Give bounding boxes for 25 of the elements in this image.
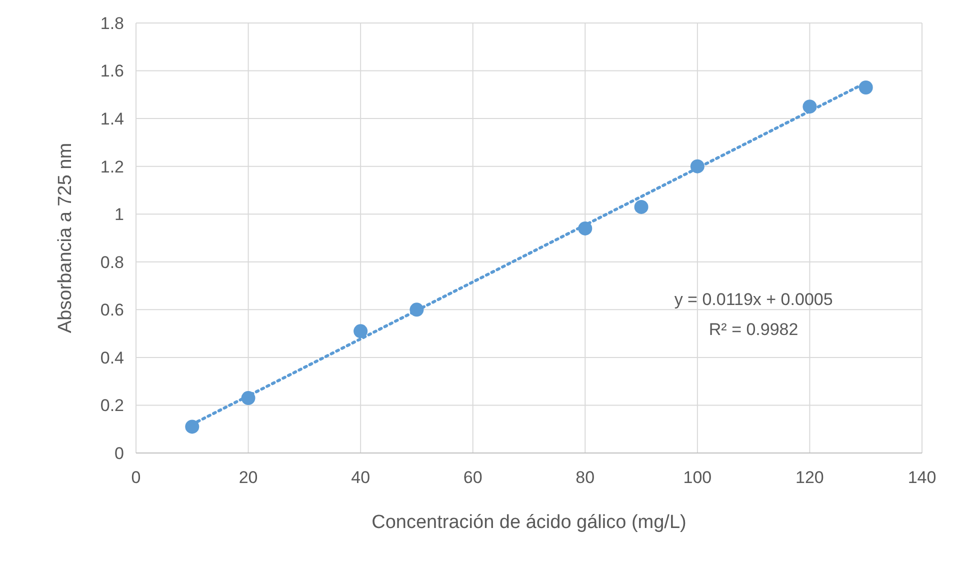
y-tick-label: 1.2 — [100, 157, 124, 176]
y-tick-label: 1 — [114, 205, 124, 224]
x-tick-label: 0 — [131, 468, 141, 487]
point — [354, 324, 368, 338]
point — [634, 200, 648, 214]
point — [858, 80, 873, 94]
x-tick-label: 20 — [238, 468, 258, 487]
x-tick-label: 40 — [351, 468, 370, 487]
y-axis-title: Absorbancia a 725 nm — [55, 142, 76, 334]
y-tick-label: 1.4 — [100, 110, 124, 129]
x-tick-label: 100 — [683, 468, 712, 487]
x-tick-label: 80 — [576, 468, 595, 487]
y-tick-label: 0.2 — [100, 396, 124, 416]
y-tick-label: 0.4 — [100, 348, 124, 368]
annotation: y = 0.0119x + 0.0005 — [674, 290, 833, 309]
y-tick-label: 1.8 — [100, 14, 124, 33]
x-axis-title: Concentración de ácido gálico (mg/L) — [372, 512, 686, 533]
y-tick-label: 0.6 — [100, 300, 124, 320]
x-tick-label: 140 — [908, 468, 936, 487]
y-tick-label: 0 — [114, 444, 124, 463]
x-tick-label: 60 — [463, 468, 482, 487]
y-tick-label: 1.6 — [100, 62, 124, 81]
annotation: R² = 0.9982 — [708, 320, 798, 339]
x-tick-label: 120 — [796, 468, 824, 487]
y-tick-label: 0.8 — [100, 252, 124, 272]
